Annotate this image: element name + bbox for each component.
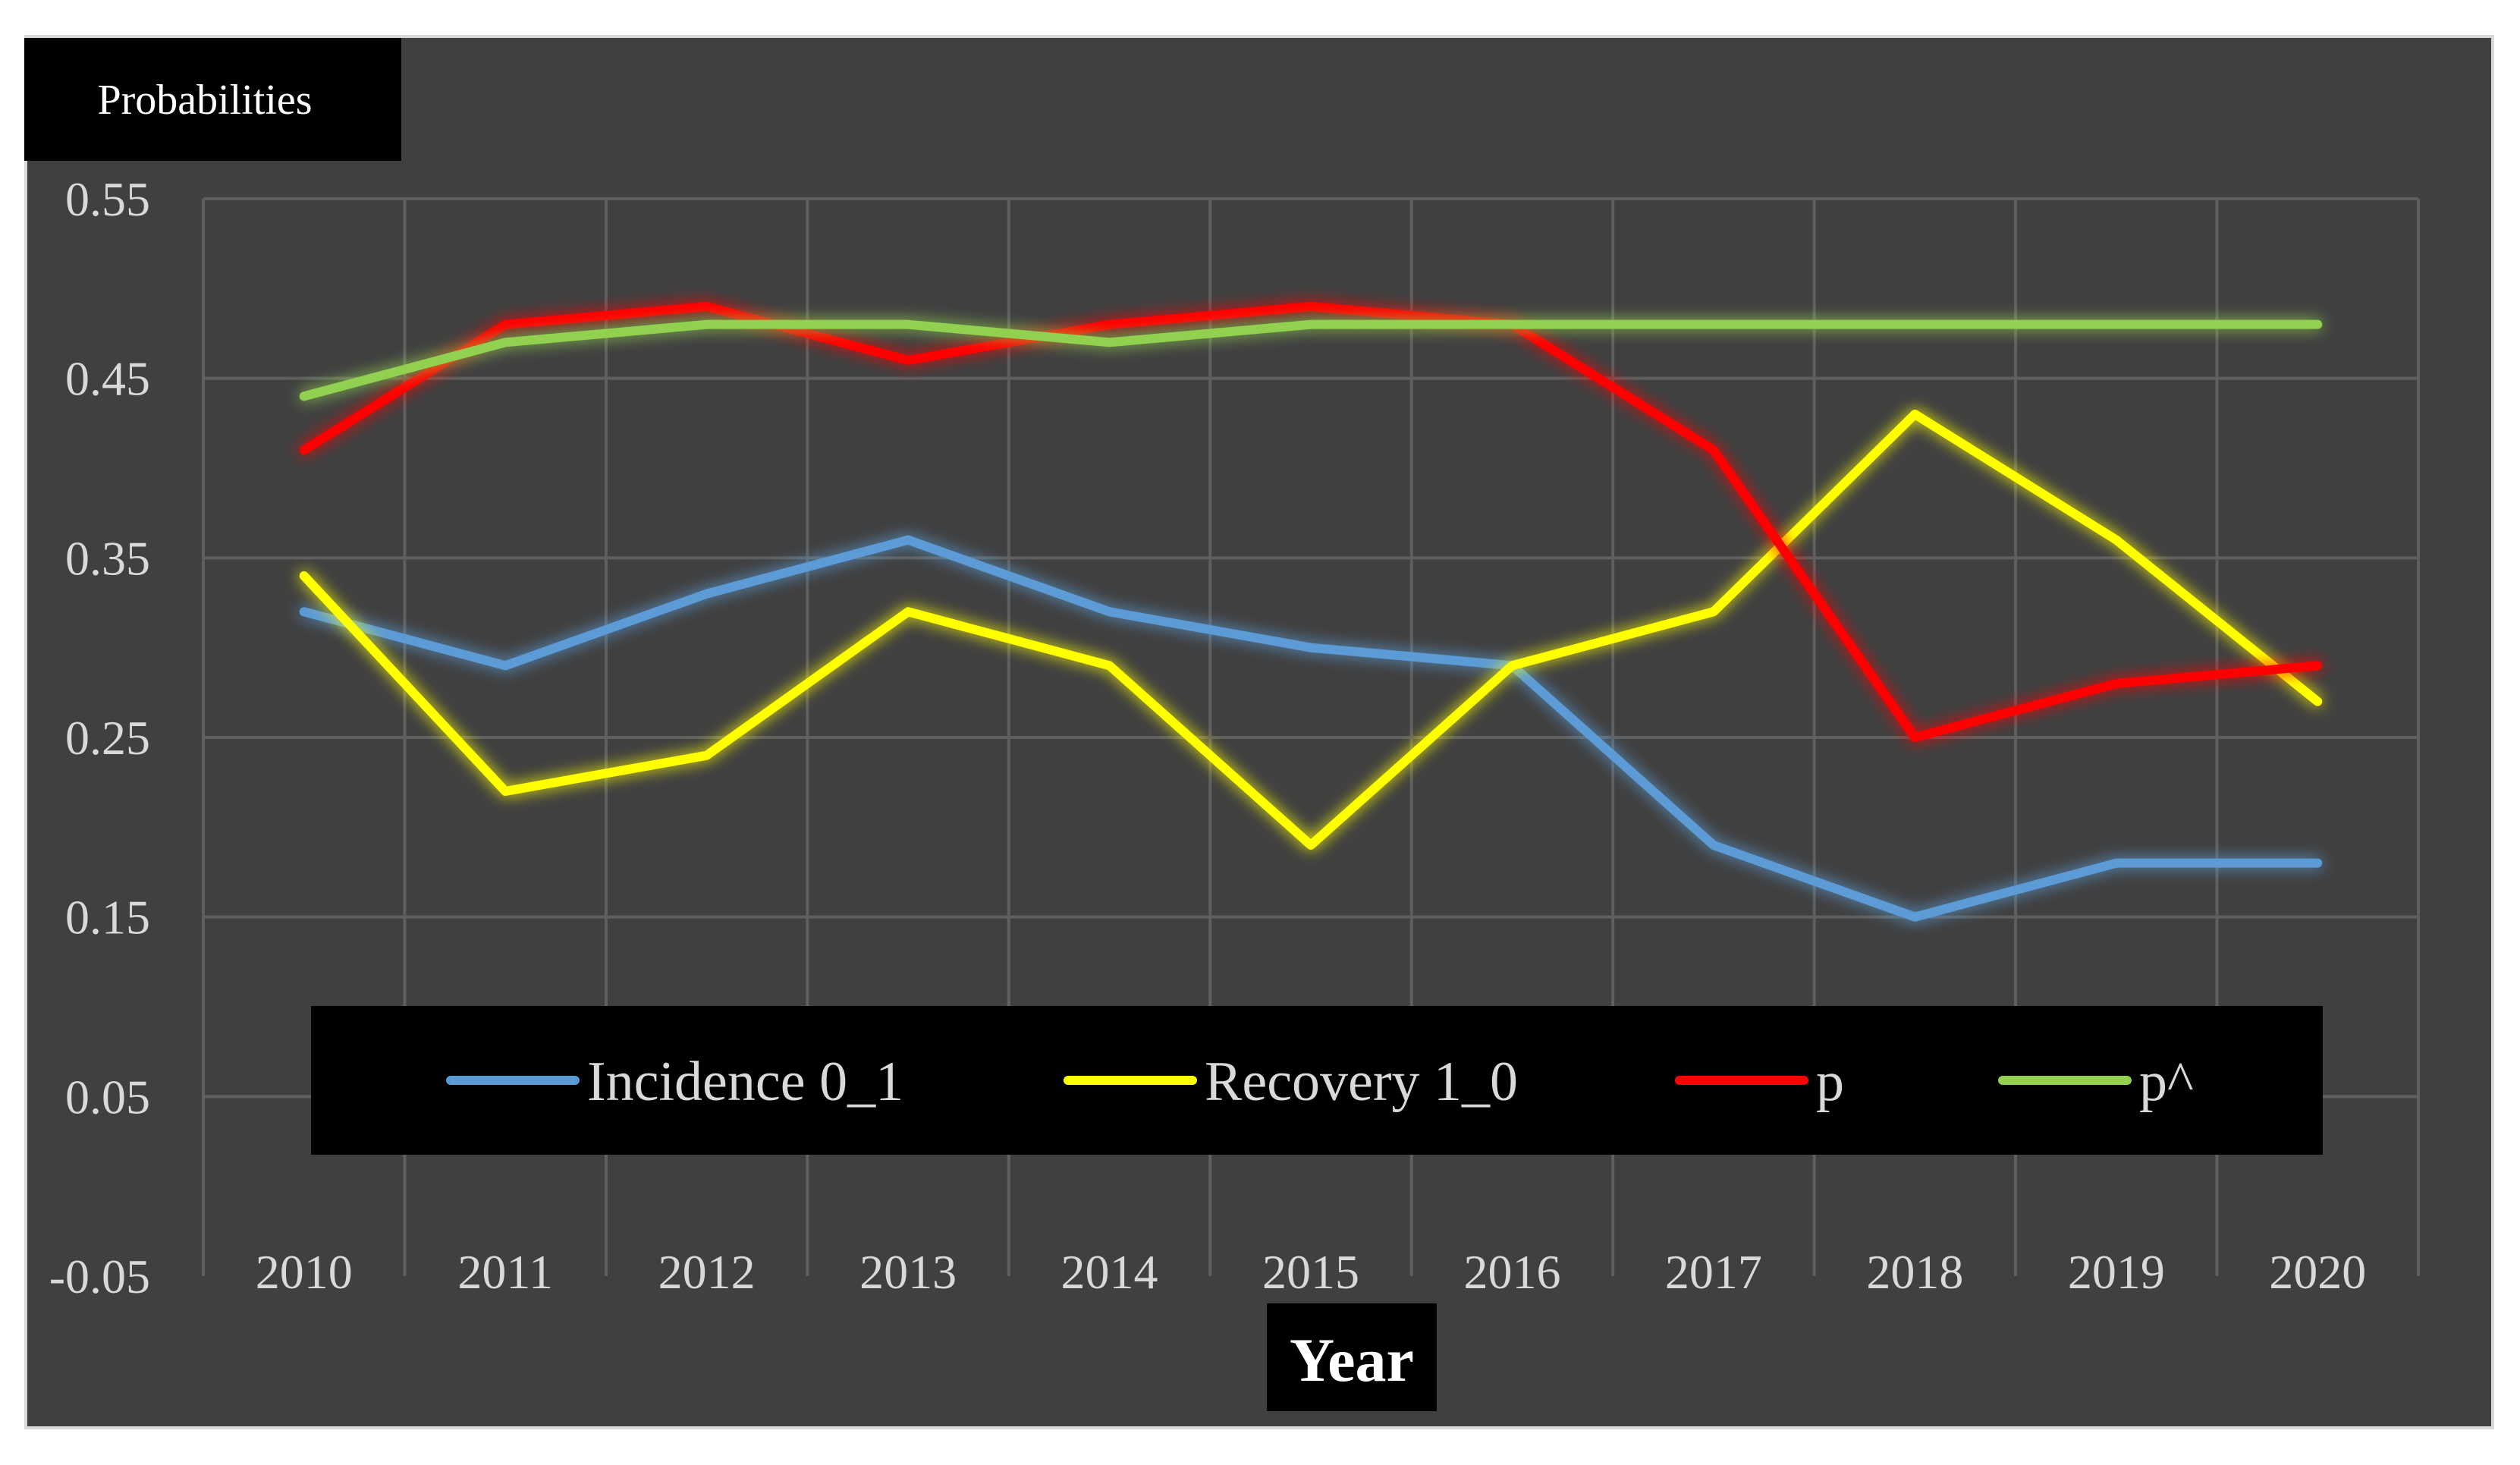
legend-label-1: Recovery 1_0 — [1205, 1051, 1518, 1113]
legend-box — [311, 1006, 2323, 1155]
y-axis-ticks: 0.55 0.45 0.35 0.25 0.15 0.05 -0.05 — [49, 172, 150, 1303]
legend-label-0: Incidence 0_1 — [587, 1051, 903, 1113]
x-axis-title-text: Year — [1290, 1325, 1414, 1394]
series-line-2 — [299, 302, 2323, 742]
series-line-0 — [299, 535, 2323, 922]
y-axis-title: Probabilities — [24, 38, 401, 161]
x-tick-label: 2015 — [1262, 1245, 1359, 1299]
y-tick-label: -0.05 — [49, 1250, 150, 1303]
y-tick-label: 0.25 — [65, 711, 150, 765]
x-tick-label: 2020 — [2269, 1245, 2366, 1299]
y-tick-label: 0.15 — [65, 891, 150, 945]
series-line-1 — [299, 410, 2323, 850]
series-lines — [299, 302, 2323, 922]
x-tick-label: 2010 — [256, 1245, 353, 1299]
series-line-3 — [299, 319, 2323, 401]
y-tick-label: 0.45 — [65, 352, 150, 406]
legend-label-2: p — [1816, 1051, 1844, 1113]
x-axis-title-box — [1267, 1303, 1437, 1411]
x-tick-label: 2018 — [1866, 1245, 1963, 1299]
x-axis-ticks: 2010 2011 2012 2013 2014 2015 2016 2017 2018 2019… — [256, 1245, 2367, 1299]
chart-area — [24, 35, 2494, 1429]
y-tick-label: 0.55 — [65, 172, 150, 226]
y-axis-title-box — [24, 38, 401, 161]
x-axis-title: Year — [1267, 1303, 1437, 1411]
y-tick-label: 0.35 — [65, 531, 150, 585]
x-tick-label: 2016 — [1463, 1245, 1560, 1299]
x-tick-label: 2017 — [1665, 1245, 1762, 1299]
x-tick-label: 2019 — [2068, 1245, 2165, 1299]
legend-label-3: p^ — [2139, 1051, 2194, 1113]
x-tick-label: 2014 — [1061, 1245, 1158, 1299]
x-tick-label: 2012 — [658, 1245, 756, 1299]
x-tick-label: 2011 — [457, 1245, 553, 1299]
y-axis-title-text: Probabilities — [97, 77, 312, 124]
y-tick-label: 0.05 — [65, 1070, 150, 1124]
legend: Incidence 0_1 Recovery 1_0 p p^ — [311, 1006, 2323, 1155]
x-tick-label: 2013 — [859, 1245, 957, 1299]
